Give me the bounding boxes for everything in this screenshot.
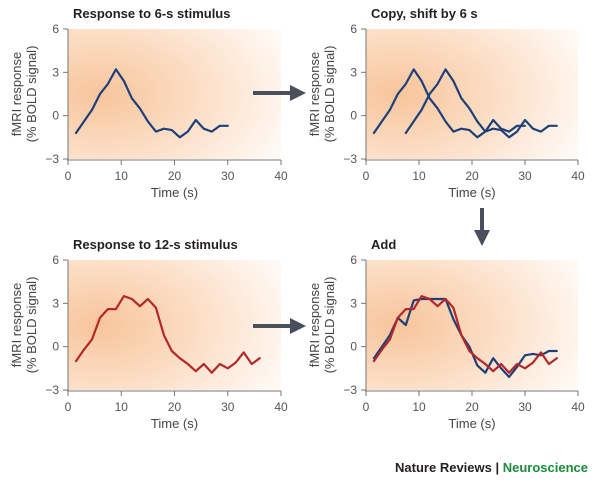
x-tick-label: 0 [363,169,370,183]
x-tick-label: 40 [571,400,585,414]
right-arrow-icon [253,85,306,101]
x-tick-label: 20 [168,169,182,183]
x-tick-label: 30 [221,400,235,414]
chart-title: Add [371,237,396,252]
down-arrow-icon [474,208,490,246]
x-tick-label: 20 [168,400,182,414]
y-axis-label: (% BOLD signal) [322,46,337,143]
y-tick-label: 0 [52,109,59,123]
plot-background [366,260,578,390]
series-line-red [372,295,558,374]
chart-title: Copy, shift by 6 s [371,6,478,21]
journal-section: Neuroscience [502,460,588,475]
y-tick-label: 6 [52,22,59,36]
y-axis-label: fMRI response [9,52,24,137]
y-tick-label: 3 [350,65,357,79]
y-tick-label: −3 [45,152,59,166]
journal-name: Nature Reviews [395,460,492,475]
x-tick-label: 10 [115,400,129,414]
plot-background [68,29,281,159]
y-axis-label: fMRI response [307,52,322,137]
x-tick-label: 10 [412,400,426,414]
journal-credit: Nature Reviews | Neuroscience [395,460,588,475]
series-line-red [74,295,261,374]
x-tick-label: 40 [274,400,288,414]
arrows [253,85,490,334]
chart-title: Response to 12-s stimulus [73,237,238,252]
chart-title: Response to 6-s stimulus [73,6,230,21]
y-tick-label: 3 [350,296,357,310]
x-axis-label: Time (s) [448,185,495,200]
x-tick-label: 10 [115,169,129,183]
y-axis-label: fMRI response [9,283,24,368]
x-axis-label: Time (s) [151,185,198,200]
x-tick-label: 30 [221,169,235,183]
x-tick-label: 20 [465,400,479,414]
y-tick-label: −3 [45,383,59,397]
plot-background [68,260,281,390]
plot-background [366,29,578,159]
y-tick-label: 3 [52,65,59,79]
y-tick-label: 6 [52,253,59,267]
y-tick-label: 0 [52,340,59,354]
right-arrow-icon [253,318,306,334]
x-tick-label: 40 [571,169,585,183]
y-tick-label: −3 [343,383,357,397]
y-tick-label: 3 [52,296,59,310]
y-axis-label: (% BOLD signal) [24,277,39,374]
x-tick-label: 0 [65,169,72,183]
x-tick-label: 30 [518,169,532,183]
y-tick-label: 6 [350,22,357,36]
y-axis-label: (% BOLD signal) [24,46,39,143]
y-axis-label: fMRI response [307,283,322,368]
y-tick-label: 0 [350,109,357,123]
x-axis-label: Time (s) [448,416,495,431]
y-tick-label: 0 [350,340,357,354]
y-tick-label: 6 [350,253,357,267]
y-axis-label: (% BOLD signal) [322,277,337,374]
x-tick-label: 20 [465,169,479,183]
series-line-blue [372,68,527,139]
credit-separator: | [491,460,503,475]
series-line-blue [404,68,558,139]
y-tick-label: −3 [343,152,357,166]
x-tick-label: 0 [363,400,370,414]
x-tick-label: 30 [518,400,532,414]
x-tick-label: 10 [412,169,426,183]
x-tick-label: 40 [274,169,288,183]
series-line-blue [74,68,229,139]
x-tick-label: 0 [65,400,72,414]
x-axis-label: Time (s) [151,416,198,431]
